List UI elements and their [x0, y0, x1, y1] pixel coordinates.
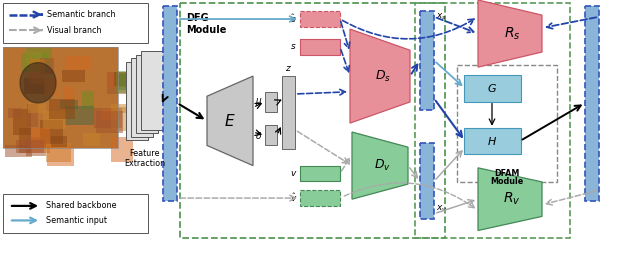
Bar: [420, 11, 434, 110]
Bar: [5, 145, 32, 157]
Bar: [180, 3, 445, 238]
Bar: [3, 3, 148, 42]
Text: DFAM: DFAM: [494, 169, 520, 178]
Text: $R_v$: $R_v$: [503, 191, 521, 207]
Bar: [65, 56, 92, 70]
Bar: [457, 65, 557, 182]
Text: Visual branch: Visual branch: [47, 26, 102, 35]
Bar: [102, 110, 119, 120]
Bar: [300, 190, 340, 206]
Bar: [40, 58, 54, 74]
Bar: [300, 39, 340, 55]
Bar: [108, 73, 131, 87]
Text: DFG: DFG: [186, 13, 209, 23]
Text: $R_s$: $R_s$: [504, 25, 520, 42]
Bar: [82, 91, 94, 108]
Bar: [282, 76, 295, 149]
Text: Feature: Feature: [130, 149, 160, 158]
Bar: [28, 103, 46, 113]
Bar: [3, 47, 118, 148]
Text: Shared backbone: Shared backbone: [46, 201, 116, 210]
Bar: [49, 99, 76, 119]
Bar: [46, 143, 70, 162]
Text: $G$: $G$: [487, 82, 497, 94]
Text: $z$: $z$: [285, 64, 291, 73]
Bar: [31, 128, 51, 153]
Bar: [94, 108, 122, 128]
Bar: [29, 59, 45, 84]
Bar: [44, 78, 57, 96]
Bar: [26, 137, 45, 156]
Polygon shape: [207, 76, 253, 166]
Bar: [96, 111, 124, 133]
Bar: [126, 61, 148, 140]
Bar: [131, 58, 153, 136]
Text: $v$: $v$: [289, 169, 297, 178]
FancyBboxPatch shape: [464, 75, 521, 102]
Text: Extraction: Extraction: [124, 159, 166, 168]
Text: $\delta$: $\delta$: [255, 130, 262, 141]
Bar: [300, 166, 340, 181]
Bar: [19, 128, 31, 153]
Bar: [62, 70, 84, 82]
Bar: [111, 107, 135, 131]
Text: Module: Module: [490, 177, 524, 186]
Text: $\hat{x}$: $\hat{x}$: [588, 0, 596, 2]
Text: $\mu$: $\mu$: [255, 96, 262, 107]
Bar: [63, 87, 74, 113]
Polygon shape: [478, 0, 542, 67]
Polygon shape: [350, 29, 410, 123]
Bar: [420, 143, 434, 219]
Text: $D_s$: $D_s$: [375, 69, 391, 84]
Text: $E$: $E$: [224, 113, 236, 129]
Bar: [265, 125, 277, 146]
Bar: [265, 92, 277, 112]
Bar: [3, 194, 148, 233]
Text: Semantic branch: Semantic branch: [47, 10, 115, 19]
Text: $s$: $s$: [291, 42, 297, 52]
Bar: [118, 74, 147, 90]
Bar: [26, 52, 42, 67]
Bar: [114, 72, 134, 86]
Bar: [27, 104, 38, 127]
Text: $\hat{s}$: $\hat{s}$: [291, 13, 297, 25]
Bar: [163, 6, 177, 201]
Bar: [415, 3, 570, 238]
Bar: [111, 137, 133, 162]
Bar: [13, 109, 31, 135]
Text: $H$: $H$: [487, 135, 497, 147]
Bar: [108, 72, 125, 94]
Bar: [300, 11, 340, 27]
Bar: [16, 140, 44, 153]
Polygon shape: [478, 168, 542, 230]
Text: $\hat{v}$: $\hat{v}$: [289, 192, 297, 204]
Polygon shape: [352, 132, 408, 199]
Text: $x$: $x$: [166, 0, 175, 2]
Text: Module: Module: [186, 25, 227, 35]
Bar: [136, 55, 158, 133]
Text: $x_s$: $x_s$: [436, 11, 447, 22]
Bar: [26, 47, 52, 68]
Bar: [3, 47, 118, 148]
FancyBboxPatch shape: [464, 128, 521, 154]
Text: $x_v$: $x_v$: [436, 203, 447, 214]
Bar: [585, 6, 599, 201]
Bar: [40, 120, 63, 144]
Bar: [47, 145, 74, 166]
Bar: [24, 78, 45, 94]
Bar: [21, 53, 48, 72]
Bar: [141, 52, 163, 130]
Bar: [60, 100, 78, 109]
Bar: [111, 104, 129, 113]
Text: Semantic input: Semantic input: [46, 216, 107, 225]
Bar: [65, 106, 94, 125]
Text: $D_v$: $D_v$: [374, 158, 390, 173]
Bar: [43, 111, 67, 129]
Bar: [8, 108, 22, 118]
Bar: [83, 133, 100, 146]
Polygon shape: [20, 63, 56, 103]
Bar: [51, 136, 67, 147]
Bar: [116, 71, 140, 93]
